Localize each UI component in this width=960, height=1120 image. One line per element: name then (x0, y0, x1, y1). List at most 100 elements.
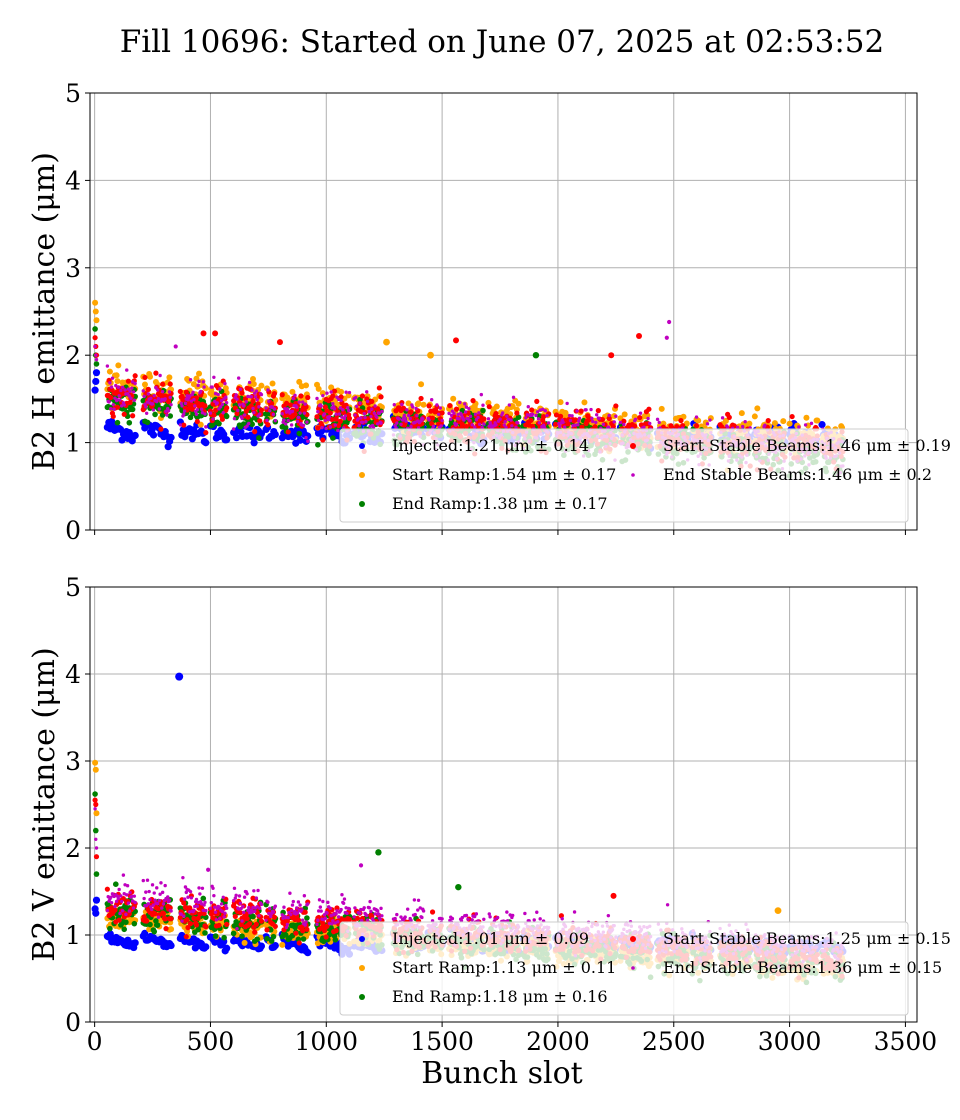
data-point-outlier (608, 352, 615, 359)
legend-marker (359, 472, 365, 478)
data-point (224, 400, 229, 405)
data-point (576, 423, 580, 427)
data-point (271, 391, 277, 397)
data-point (272, 407, 277, 411)
data-point (109, 407, 113, 411)
data-point (435, 403, 439, 407)
data-point (92, 827, 99, 834)
data-point (477, 411, 481, 415)
data-point (553, 421, 559, 427)
data-point (514, 410, 520, 416)
data-point (509, 403, 516, 410)
data-point (786, 420, 793, 427)
data-point-outlier (276, 339, 283, 346)
data-point (657, 420, 661, 425)
legend-label: Start Stable Beams:1.46 μm ± 0.19 (663, 436, 951, 455)
data-point (463, 402, 467, 406)
data-point-outlier (774, 907, 782, 915)
data-point (208, 411, 213, 415)
data-point (106, 368, 113, 375)
data-point (283, 422, 288, 426)
data-point (167, 433, 175, 442)
data-point (722, 417, 729, 424)
data-point (130, 380, 135, 384)
data-point (114, 419, 121, 426)
data-point (166, 374, 173, 381)
data-point (232, 434, 241, 442)
data-point (452, 411, 456, 415)
data-point (334, 412, 338, 416)
data-point (254, 936, 261, 942)
data-point (110, 376, 115, 380)
data-point (112, 407, 116, 411)
data-point (780, 418, 787, 425)
data-point (265, 422, 271, 428)
data-point (528, 417, 534, 424)
data-point (151, 928, 158, 935)
data-point (468, 414, 473, 419)
data-point (565, 421, 571, 427)
data-point (250, 388, 254, 392)
data-point (92, 299, 99, 306)
data-point (282, 418, 286, 422)
data-point (253, 395, 258, 399)
data-point (400, 405, 407, 411)
data-point (453, 406, 460, 412)
y-tick-label: 0 (65, 516, 81, 545)
data-point (125, 368, 129, 372)
data-point (192, 397, 196, 402)
data-point (470, 423, 474, 427)
data-point (429, 398, 434, 402)
data-point (216, 420, 222, 427)
data-point (92, 909, 100, 917)
data-point (271, 412, 276, 417)
data-point (354, 404, 359, 409)
data-point (165, 413, 169, 417)
data-point (240, 421, 247, 427)
data-point (694, 415, 699, 419)
data-point (152, 393, 156, 398)
y-tick-label: 3 (65, 254, 81, 283)
data-point (754, 405, 761, 412)
data-point (327, 415, 332, 419)
data-point (92, 326, 98, 332)
data-point (249, 395, 254, 399)
data-point (296, 430, 303, 437)
data-point (447, 403, 453, 409)
data-point (283, 407, 287, 411)
data-point (143, 402, 147, 406)
data-point (199, 389, 203, 394)
data-point (149, 396, 153, 401)
data-point (238, 387, 243, 392)
data-point (203, 430, 209, 436)
data-point (223, 944, 231, 952)
data-point (503, 420, 507, 424)
data-point (92, 335, 98, 341)
data-point (367, 410, 371, 414)
data-point (797, 425, 801, 429)
data-point (535, 410, 540, 414)
data-point (421, 417, 425, 421)
data-point (93, 344, 97, 349)
data-point (534, 398, 540, 404)
data-point (814, 417, 821, 424)
data-point (107, 925, 113, 932)
data-point (211, 412, 217, 418)
data-point (514, 425, 518, 430)
data-point (127, 394, 131, 398)
data-point (142, 374, 148, 381)
data-point (399, 422, 403, 426)
data-point (395, 421, 399, 425)
data-point (219, 405, 223, 409)
data-point (154, 922, 161, 928)
data-point (376, 385, 382, 391)
data-point (194, 412, 199, 417)
data-point (553, 412, 560, 418)
data-point (223, 381, 227, 386)
data-point (680, 422, 686, 429)
data-point (202, 943, 210, 951)
data-point (373, 404, 377, 408)
data-point (342, 416, 347, 421)
data-point (369, 398, 375, 405)
data-point (493, 411, 499, 417)
